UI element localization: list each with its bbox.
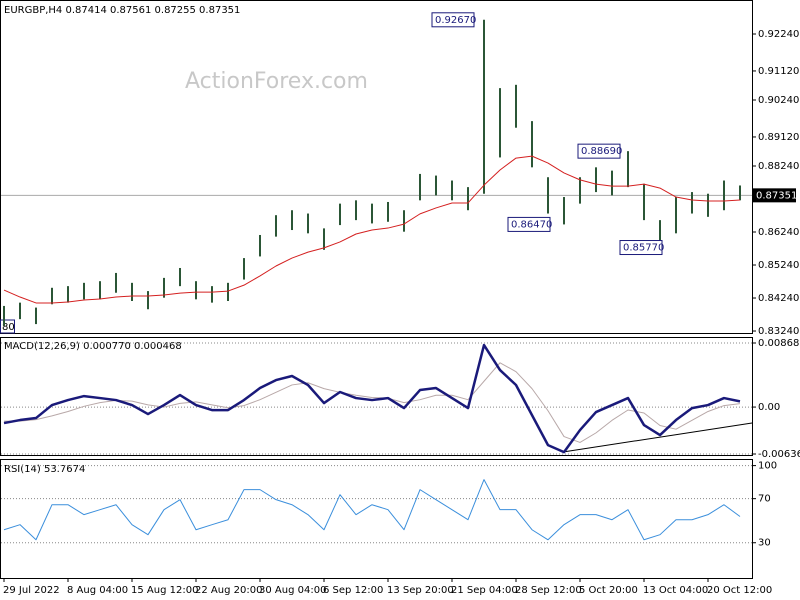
rsi-panel (0, 459, 753, 579)
annotation-label: 0.92670 (435, 15, 476, 26)
y-tick-label: 0.83240 (758, 326, 799, 337)
trend-line (562, 422, 753, 453)
y-tick-label: 70 (758, 494, 771, 505)
x-tick-label: 15 Aug 12:00 (131, 585, 198, 596)
y-tick-label: 0.008686 (758, 338, 800, 349)
watermark: ActionForex.com (185, 69, 368, 94)
series-line (3, 155, 741, 304)
x-tick-label: 5 Oct 20:00 (579, 585, 638, 596)
y-tick-label: 100 (758, 461, 777, 472)
y-tick-label: 0.86240 (758, 227, 799, 238)
macd-title: MACD(12,26,9) 0.000770 0.000468 (4, 341, 182, 352)
x-tick-label: 13 Sep 20:00 (387, 585, 454, 596)
annotation-box (507, 216, 551, 232)
y-tick-label: 0.92240 (758, 29, 799, 40)
annotation-box (577, 143, 621, 159)
x-tick-label: 22 Aug 20:00 (195, 585, 262, 596)
y-tick-label: 0.90240 (758, 95, 799, 106)
annotation-label: 0.86470 (511, 219, 552, 230)
annotation-box (431, 12, 475, 28)
series-line (3, 343, 741, 454)
x-tick-label: 28 Sep 12:00 (515, 585, 582, 596)
edge-label: 80 (2, 322, 15, 333)
y-tick-label: 0.85240 (758, 260, 799, 271)
y-tick-label: -0.006366 (758, 449, 800, 460)
x-tick-label: 20 Oct 12:00 (707, 585, 772, 596)
x-tick-label: 21 Sep 04:00 (451, 585, 518, 596)
series-line (3, 479, 741, 541)
price-panel (0, 0, 753, 334)
annotation-label: 0.85770 (623, 243, 664, 254)
rsi-title: RSI(14) 53.7674 (4, 464, 85, 475)
y-tick-label: 0.88240 (758, 161, 799, 172)
y-tick-label: 0.00 (758, 402, 780, 413)
x-tick-label: 30 Aug 04:00 (259, 585, 326, 596)
x-tick-label: 6 Sep 12:00 (323, 585, 383, 596)
x-tick-label: 13 Oct 04:00 (643, 585, 708, 596)
y-tick-label: 0.89120 (758, 132, 799, 143)
y-tick-label: 30 (758, 538, 771, 549)
annotation-box (619, 240, 663, 256)
x-tick-label: 8 Aug 04:00 (67, 585, 128, 596)
annotation-label: 0.88690 (581, 146, 622, 157)
macd-panel (0, 337, 753, 456)
price-title: EURGBP,H4 0.87414 0.87561 0.87255 0.8735… (4, 5, 240, 16)
series-line (4, 362, 741, 443)
last-price-box (752, 188, 796, 203)
x-tick-label: 29 Jul 2022 (3, 585, 60, 596)
last-price-label: 0.87351 (756, 190, 797, 201)
y-tick-label: 0.91120 (758, 66, 799, 77)
y-tick-label: 0.84240 (758, 293, 799, 304)
